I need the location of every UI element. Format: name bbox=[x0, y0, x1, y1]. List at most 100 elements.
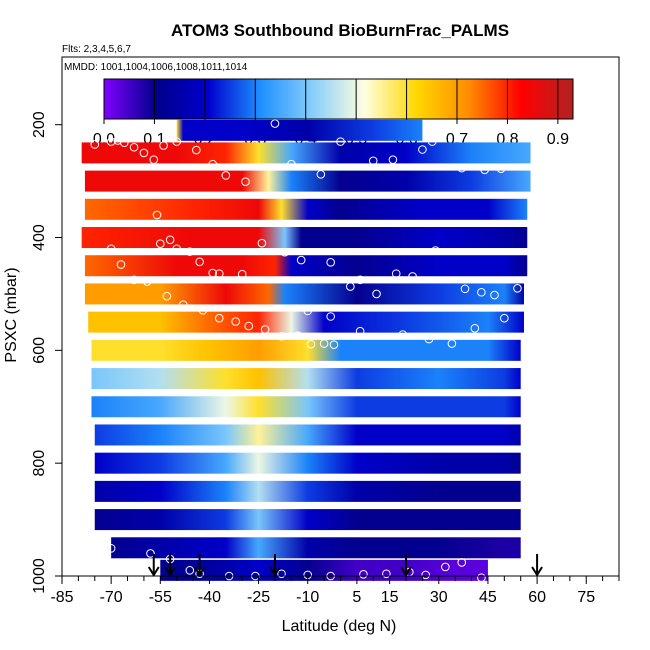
sample-point bbox=[139, 148, 149, 158]
plot-area bbox=[81, 119, 531, 581]
sample-point bbox=[470, 324, 480, 333]
sample-point bbox=[346, 282, 355, 291]
x-tick-label: -85 bbox=[50, 589, 73, 606]
x-tick-label: -40 bbox=[198, 589, 221, 606]
sample-point bbox=[241, 177, 250, 186]
sample-point bbox=[296, 255, 306, 265]
sample-point bbox=[303, 306, 313, 316]
sample-point bbox=[185, 566, 195, 575]
sample-point bbox=[159, 141, 168, 150]
heatmap-row bbox=[94, 509, 521, 531]
sample-points bbox=[74, 119, 542, 582]
sample-point bbox=[237, 269, 247, 279]
sample-point bbox=[208, 268, 218, 278]
sample-point bbox=[198, 305, 208, 315]
sample-point bbox=[90, 140, 100, 149]
sample-point bbox=[287, 159, 296, 169]
sample-point bbox=[270, 119, 280, 128]
x-tick-label: 15 bbox=[381, 589, 399, 606]
sample-point bbox=[208, 159, 218, 169]
heatmap-row bbox=[84, 255, 528, 277]
heatmap-row bbox=[81, 142, 531, 164]
flight-marker-arrow bbox=[164, 554, 176, 577]
sample-point bbox=[398, 330, 408, 339]
sample-point bbox=[257, 238, 267, 248]
y-tick-label: 1000 bbox=[31, 558, 48, 594]
sample-point bbox=[408, 272, 417, 281]
sample-point bbox=[106, 244, 116, 254]
x-tick-label: 45 bbox=[479, 589, 497, 606]
y-tick-label: 200 bbox=[31, 111, 48, 138]
heatmap-row bbox=[84, 170, 531, 192]
sample-point bbox=[319, 339, 329, 348]
sample-point bbox=[306, 339, 316, 349]
sample-point bbox=[457, 163, 467, 173]
sample-point bbox=[316, 170, 326, 179]
flight-marker-arrow bbox=[147, 554, 160, 577]
sample-point bbox=[355, 275, 365, 285]
flight-marker-arrow bbox=[400, 554, 412, 577]
sample-point bbox=[119, 138, 129, 148]
sample-point bbox=[532, 148, 542, 158]
sample-point bbox=[152, 210, 162, 220]
dates-label: MMDD: 1001,1004,1006,1008,1011,1014 bbox=[64, 62, 248, 73]
heatmap-row bbox=[94, 480, 521, 502]
sample-point bbox=[155, 239, 165, 249]
axes: -85 -70 -55 -40 -25 -10 5 15 30 45 60 75 200 400 600 80… bbox=[31, 56, 620, 606]
sample-point bbox=[214, 269, 224, 278]
sample-point bbox=[195, 257, 204, 267]
sample-point bbox=[388, 155, 398, 164]
sample-point bbox=[162, 291, 172, 301]
sample-point bbox=[74, 135, 83, 145]
sample-point bbox=[280, 247, 290, 257]
sample-point bbox=[116, 260, 126, 269]
sample-point bbox=[293, 331, 303, 340]
sample-point bbox=[477, 573, 486, 582]
x-axis-title: Latitude (deg N) bbox=[282, 618, 397, 635]
sample-point bbox=[355, 326, 365, 336]
sample-point bbox=[149, 155, 159, 164]
x-tick-label: -70 bbox=[100, 589, 123, 606]
heatmap-row bbox=[84, 283, 524, 305]
sample-point bbox=[496, 164, 506, 173]
heatmap-row bbox=[81, 227, 528, 249]
sample-point bbox=[214, 313, 224, 323]
sample-point bbox=[336, 137, 345, 146]
flight-marker-arrow bbox=[531, 554, 543, 577]
sample-point bbox=[165, 235, 175, 245]
sample-point bbox=[382, 569, 391, 579]
heatmap-row bbox=[84, 198, 528, 220]
sample-point bbox=[142, 277, 152, 286]
sample-point bbox=[231, 317, 240, 326]
x-tick-label: 75 bbox=[577, 589, 595, 606]
heatmap-row bbox=[176, 119, 423, 141]
sample-point bbox=[178, 300, 188, 309]
sample-point bbox=[418, 145, 427, 154]
sample-point bbox=[391, 269, 401, 278]
x-tick-label: 60 bbox=[528, 589, 546, 606]
sample-point bbox=[480, 165, 489, 175]
sample-point bbox=[221, 171, 231, 180]
heatmap-row bbox=[88, 311, 524, 333]
sample-point bbox=[441, 562, 450, 572]
x-tick-label: -10 bbox=[296, 589, 319, 606]
sample-point bbox=[192, 145, 201, 155]
heatmap-row bbox=[94, 424, 521, 446]
sample-point bbox=[74, 497, 83, 506]
colorbar-gradient bbox=[103, 78, 574, 120]
sample-point bbox=[326, 258, 335, 267]
sample-point bbox=[277, 569, 286, 579]
sample-point bbox=[431, 246, 440, 255]
y-axis-title: PSXC (mbar) bbox=[3, 267, 20, 362]
sample-point bbox=[260, 325, 270, 334]
y-tick-label: 400 bbox=[31, 224, 48, 251]
sample-point bbox=[172, 244, 181, 254]
sample-point bbox=[424, 334, 434, 344]
sample-point bbox=[372, 289, 381, 299]
sample-point bbox=[447, 339, 457, 348]
chart-title: ATOM3 Southbound BioBurnFrac_PALMS bbox=[171, 21, 509, 40]
sample-point bbox=[106, 544, 116, 553]
y-tick-label: 800 bbox=[31, 450, 48, 477]
heatmap-row bbox=[91, 339, 521, 361]
